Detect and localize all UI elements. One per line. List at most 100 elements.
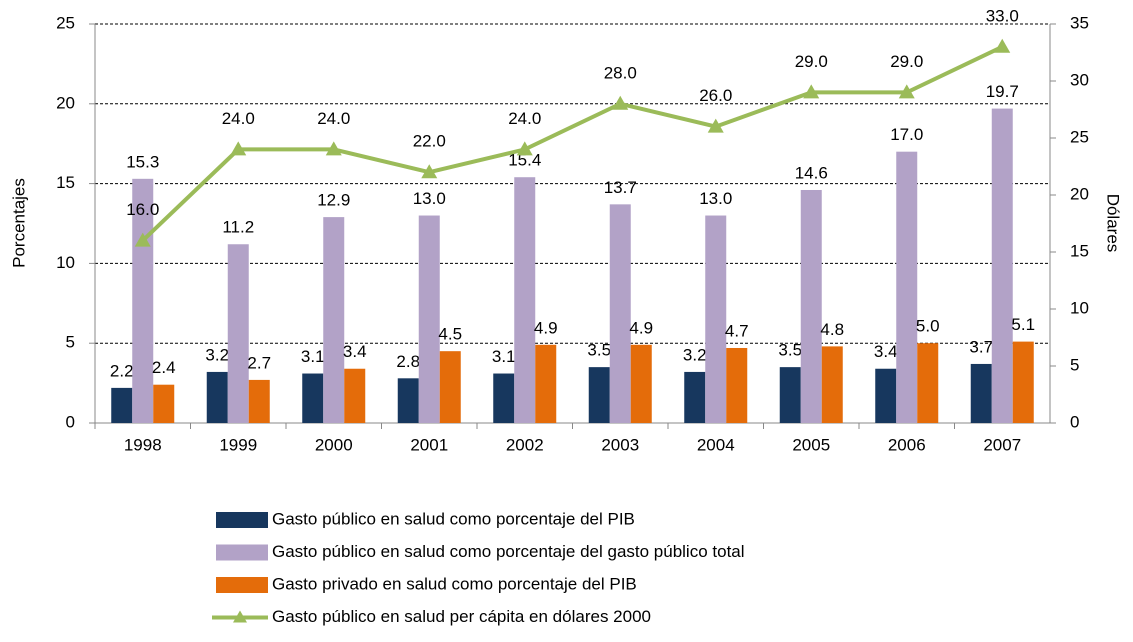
data-label: 3.1 — [301, 347, 325, 366]
data-label: 15.3 — [126, 152, 159, 171]
data-label: 13.7 — [604, 178, 637, 197]
line-marker — [134, 232, 151, 247]
legend-marker — [216, 544, 268, 561]
data-label: 16.0 — [126, 200, 159, 219]
line-marker — [325, 141, 342, 156]
x-tick-label: 2000 — [315, 435, 353, 454]
data-label: 3.4 — [343, 342, 367, 361]
x-tick-label: 2005 — [792, 435, 830, 454]
x-tick-label: 2007 — [983, 435, 1021, 454]
data-label: 4.9 — [629, 318, 653, 337]
y-axis-title: Porcentajes — [9, 178, 28, 268]
bar — [609, 204, 631, 423]
bar — [323, 217, 345, 423]
x-tick-label: 2004 — [697, 435, 735, 454]
data-label: 4.8 — [820, 320, 844, 339]
bar — [418, 215, 440, 423]
data-label: 2.4 — [152, 358, 176, 377]
data-label: 3.4 — [874, 342, 898, 361]
bar — [800, 189, 822, 423]
bar — [227, 244, 249, 423]
bar — [248, 379, 270, 423]
y-tick-label: 20 — [56, 93, 75, 112]
line-marker — [898, 84, 915, 99]
bar — [153, 384, 175, 423]
y2-tick-label: 5 — [1070, 355, 1079, 374]
y2-axis-title: Dólares — [1104, 194, 1123, 253]
y2-tick-label: 0 — [1070, 412, 1079, 431]
data-label: 13.0 — [699, 189, 732, 208]
bar — [726, 347, 748, 423]
data-label: 24.0 — [222, 109, 255, 128]
bar — [132, 178, 154, 423]
bar — [821, 346, 843, 423]
line-marker — [516, 141, 533, 156]
data-label: 29.0 — [890, 52, 923, 71]
line-marker — [707, 118, 724, 133]
data-label: 3.1 — [492, 347, 516, 366]
data-label: 2.8 — [396, 352, 420, 371]
data-label: 13.0 — [413, 189, 446, 208]
data-label: 5.1 — [1011, 315, 1035, 334]
bar — [1012, 341, 1034, 423]
y-tick-label: 15 — [56, 173, 75, 192]
bar — [535, 344, 557, 423]
bar — [206, 371, 228, 423]
bar — [630, 344, 652, 423]
legend-label: Gasto público en salud como porcentaje d… — [272, 542, 745, 561]
legend-marker — [216, 577, 268, 593]
legend-marker — [216, 512, 268, 528]
legend-label: Gasto privado en salud como porcentaje d… — [272, 574, 637, 593]
bar — [493, 373, 515, 423]
data-label: 14.6 — [795, 163, 828, 182]
line-marker — [994, 38, 1011, 53]
data-label: 24.0 — [508, 109, 541, 128]
x-tick-label: 2003 — [601, 435, 639, 454]
bar — [302, 373, 324, 423]
y-tick-label: 25 — [56, 13, 75, 32]
data-label: 2.7 — [247, 353, 271, 372]
x-tick-label: 1999 — [219, 435, 257, 454]
data-label: 11.2 — [222, 218, 254, 237]
data-label: 4.9 — [534, 318, 558, 337]
data-label: 28.0 — [604, 63, 637, 82]
bar — [344, 368, 366, 423]
line-marker — [230, 141, 247, 156]
data-label: 33.0 — [986, 6, 1019, 25]
line-marker — [803, 84, 820, 99]
y-tick-label: 5 — [66, 333, 75, 352]
line-marker — [421, 164, 438, 179]
y2-tick-label: 30 — [1070, 70, 1089, 89]
data-label: 17.0 — [890, 125, 923, 144]
bar — [684, 371, 706, 423]
y-tick-label: 10 — [56, 253, 75, 272]
y2-tick-label: 20 — [1070, 184, 1089, 203]
bar — [588, 367, 610, 423]
y2-tick-label: 15 — [1070, 241, 1089, 260]
data-label: 3.2 — [205, 345, 229, 364]
bar — [111, 387, 133, 423]
data-label: 3.5 — [778, 341, 802, 360]
bar — [779, 367, 801, 423]
data-label: 12.9 — [317, 191, 350, 210]
bar — [705, 215, 727, 423]
legend-label: Gasto público en salud per cápita en dól… — [272, 607, 651, 626]
legend-label: Gasto público en salud como porcentaje d… — [272, 509, 635, 528]
y2-tick-label: 35 — [1070, 13, 1089, 32]
data-label: 19.7 — [986, 82, 1019, 101]
bar — [970, 363, 992, 423]
x-tick-label: 1998 — [124, 435, 162, 454]
bar — [439, 351, 461, 423]
data-label: 26.0 — [699, 86, 732, 105]
bar — [875, 368, 897, 423]
data-label: 22.0 — [413, 132, 446, 151]
data-label: 29.0 — [795, 52, 828, 71]
y-tick-label: 0 — [66, 412, 75, 431]
data-label: 5.0 — [916, 317, 940, 336]
x-tick-label: 2006 — [888, 435, 926, 454]
x-tick-label: 2002 — [506, 435, 544, 454]
data-label: 2.2 — [110, 361, 134, 380]
line-marker — [612, 95, 629, 110]
bar — [917, 343, 939, 423]
